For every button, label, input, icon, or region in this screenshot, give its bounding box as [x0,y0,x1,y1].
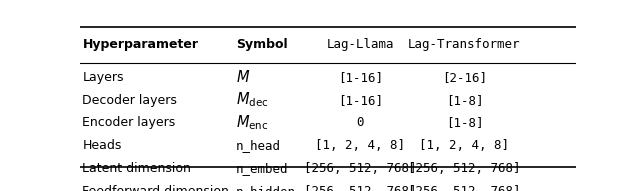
Text: Latent dimension: Latent dimension [83,162,191,175]
Text: [1, 2, 4, 8]: [1, 2, 4, 8] [316,139,405,152]
Text: Lag-Llama: Lag-Llama [326,38,394,51]
Text: Hyperparameter: Hyperparameter [83,38,198,51]
Text: Lag-Transformer: Lag-Transformer [408,38,521,51]
Text: [256, 512, 768]: [256, 512, 768] [304,162,417,175]
Text: Heads: Heads [83,139,122,152]
Text: Encoder layers: Encoder layers [83,117,176,129]
Text: 0: 0 [356,117,364,129]
Text: Decoder layers: Decoder layers [83,94,177,107]
Text: [2-16]: [2-16] [442,71,487,84]
Text: Layers: Layers [83,71,124,84]
Text: $M$: $M$ [236,69,250,85]
Text: $M_{\mathrm{enc}}$: $M_{\mathrm{enc}}$ [236,114,269,132]
Text: [256, 512, 768]: [256, 512, 768] [304,185,417,191]
Text: [1, 2, 4, 8]: [1, 2, 4, 8] [419,139,509,152]
Text: [256, 512, 768]: [256, 512, 768] [408,185,521,191]
Text: Symbol: Symbol [236,38,288,51]
Text: [256, 512, 768]: [256, 512, 768] [408,162,521,175]
Text: [1-8]: [1-8] [445,94,483,107]
Text: n_embed: n_embed [236,162,289,175]
Text: [1-16]: [1-16] [338,71,383,84]
Text: n_hidden: n_hidden [236,185,296,191]
Text: Feedforward dimension: Feedforward dimension [83,185,229,191]
Text: [1-8]: [1-8] [445,117,483,129]
Text: [1-16]: [1-16] [338,94,383,107]
Text: n_head: n_head [236,139,281,152]
Text: $M_{\mathrm{dec}}$: $M_{\mathrm{dec}}$ [236,91,269,109]
